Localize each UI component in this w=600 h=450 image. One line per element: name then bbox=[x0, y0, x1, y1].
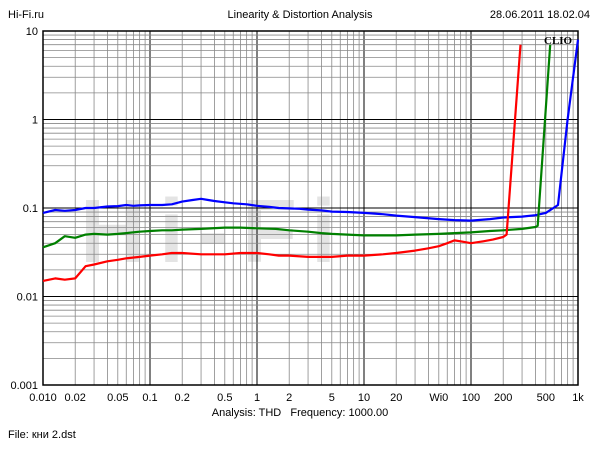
file-name: File: кни 2.dst bbox=[8, 429, 76, 441]
y-tick-label: 0.001 bbox=[10, 380, 38, 392]
series-line-3 bbox=[42, 44, 522, 282]
y-tick-label: 0.01 bbox=[17, 292, 38, 304]
x-tick-label: 1k bbox=[572, 392, 584, 404]
frequency-label: Frequency: 1000.00 bbox=[290, 407, 389, 419]
analysis-label: Analysis: THD bbox=[211, 407, 282, 419]
series-line-1 bbox=[42, 39, 580, 222]
x-tick-label: 10 bbox=[358, 392, 370, 404]
x-tick-label: 0.010 bbox=[29, 392, 57, 404]
x-tick-label: 200 bbox=[494, 392, 512, 404]
watermark: Hi-Fi bbox=[80, 182, 350, 282]
x-tick-label: 0.02 bbox=[64, 392, 85, 404]
x-tick-label: 0.05 bbox=[107, 392, 128, 404]
x-tick-label: 0.2 bbox=[175, 392, 190, 404]
x-tick-label: 5 bbox=[329, 392, 335, 404]
x-tick-label: 2 bbox=[286, 392, 292, 404]
plot-frame bbox=[42, 30, 579, 386]
x-tick-label: 20 bbox=[390, 392, 402, 404]
x-tick-label: 0.5 bbox=[217, 392, 232, 404]
clio-label: CLIO bbox=[544, 35, 573, 47]
x-tick-label: 500 bbox=[537, 392, 555, 404]
header-source: Hi-Fi.ru bbox=[8, 9, 45, 21]
chart-title: Linearity & Distortion Analysis bbox=[227, 9, 373, 21]
x-tick-label: 0.1 bbox=[142, 392, 157, 404]
analysis-info: Analysis: THD Frequency: 1000.00 bbox=[0, 407, 600, 419]
x-tick-label: 1 bbox=[254, 392, 260, 404]
x-tick-label: Wi0 bbox=[429, 392, 448, 404]
x-tick-label: 100 bbox=[462, 392, 480, 404]
y-tick-label: 10 bbox=[26, 26, 38, 38]
y-tick-label: 0.1 bbox=[23, 203, 38, 215]
y-tick-label: 1 bbox=[32, 115, 38, 127]
series-line-2 bbox=[42, 44, 552, 249]
header-timestamp: 28.06.2011 18.02.04 bbox=[489, 9, 590, 21]
